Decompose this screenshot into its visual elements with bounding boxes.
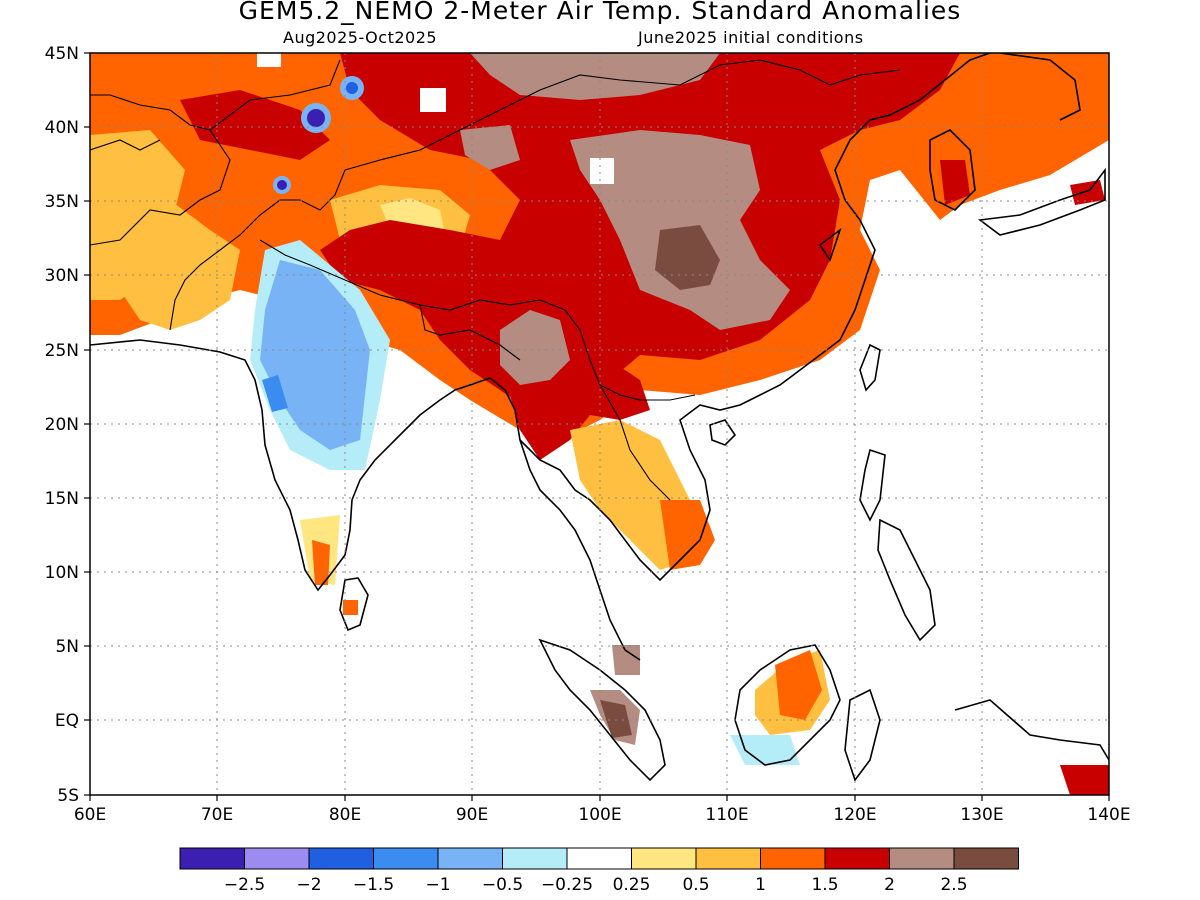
x-tick-label: 100E <box>578 805 621 825</box>
warm-srilanka <box>343 600 358 615</box>
orange-cambodia <box>660 500 715 570</box>
colorbar-label: −0.25 <box>541 875 593 895</box>
x-tick-label: 70E <box>201 805 233 825</box>
light-warm-pakistan <box>120 200 240 330</box>
period-subtitle: Aug2025-Oct2025 <box>283 28 438 47</box>
very-hot-myanmar <box>500 310 570 385</box>
tick-marks <box>84 52 1110 801</box>
colorbar-label: −1.5 <box>353 875 394 895</box>
colorbar-swatch <box>308 847 374 870</box>
colorbar-label: −2 <box>296 875 321 895</box>
x-tick-label: 60E <box>74 805 106 825</box>
y-tick-label: 30N <box>45 266 79 286</box>
colorbar-swatch <box>760 847 826 870</box>
anomaly-field <box>90 53 1109 795</box>
colorbar-swatch <box>179 847 245 870</box>
colorbar-swatch <box>437 847 503 870</box>
hot-region-png <box>1060 765 1109 795</box>
extreme-sumatra <box>600 700 632 738</box>
y-tick-label: EQ <box>55 711 79 731</box>
colorbar-label: −2.5 <box>224 875 265 895</box>
cold-spot-karakoram-core <box>277 180 287 190</box>
x-axis-labels: 60E 70E 80E 90E 100E 110E 120E 130E 140E <box>74 805 1131 825</box>
hot-region-korea <box>940 160 970 205</box>
y-tick-label: 20N <box>45 415 79 435</box>
graticule <box>90 53 1109 795</box>
extreme-sichuan <box>655 225 720 290</box>
colorbar-swatch <box>953 847 1019 870</box>
initial-conditions-subtitle: June2025 initial conditions <box>638 28 864 47</box>
y-tick-label: 45N <box>45 44 79 64</box>
very-hot-malaysia <box>612 645 640 675</box>
orange-borneo <box>775 650 822 720</box>
coastlines <box>90 53 1109 782</box>
y-tick-label: 5S <box>57 786 79 806</box>
hot-region-japan <box>1070 180 1105 205</box>
colorbar-label: 1 <box>755 875 766 895</box>
cool-india-spot <box>262 375 288 412</box>
y-axis-labels: 5S EQ 5N 10N 15N 20N 25N 30N 35N 40N 45N <box>45 44 79 806</box>
colorbar-swatch <box>373 847 439 870</box>
missing-cell <box>257 53 281 67</box>
x-tick-label: 130E <box>960 805 1003 825</box>
hot-region-northwest <box>180 90 330 160</box>
colorbar-label: 0.5 <box>682 875 709 895</box>
colorbar-swatch <box>566 847 632 870</box>
cold-spot-tianshan-core <box>307 109 325 127</box>
missing-cell <box>590 158 614 184</box>
x-tick-label: 110E <box>705 805 748 825</box>
x-tick-label: 120E <box>833 805 876 825</box>
colorbar-swatch <box>824 847 890 870</box>
x-tick-label: 80E <box>329 805 361 825</box>
y-tick-label: 40N <box>45 118 79 138</box>
y-tick-label: 25N <box>45 341 79 361</box>
colorbar-swatch <box>695 847 761 870</box>
colorbar-label: −1 <box>425 875 450 895</box>
colorbar-label: 0.25 <box>613 875 651 895</box>
y-tick-label: 35N <box>45 192 79 212</box>
colorbar-swatch <box>631 847 697 870</box>
colorbar-swatch <box>502 847 568 870</box>
y-tick-label: 15N <box>45 489 79 509</box>
orange-india-south <box>312 540 330 585</box>
colorbar-swatch <box>244 847 310 870</box>
colorbar: −2.5 −2 −1.5 −1 −0.5 −0.25 0.25 0.5 1 1.5 2 2.5 <box>179 847 1019 895</box>
cool-borneo <box>730 735 800 765</box>
x-tick-label: 90E <box>456 805 488 825</box>
colorbar-swatch <box>889 847 955 870</box>
country-borders <box>90 59 901 501</box>
missing-cell <box>420 88 446 112</box>
colorbar-label: −0.5 <box>482 875 523 895</box>
colorbar-label: 1.5 <box>811 875 838 895</box>
y-tick-label: 5N <box>55 637 79 657</box>
cool-india-core <box>260 260 370 450</box>
map-title: GEM5.2_NEMO 2-Meter Air Temp. Standard A… <box>238 0 962 25</box>
very-hot-tarim <box>460 125 520 170</box>
colorbar-label: 2 <box>884 875 895 895</box>
x-tick-label: 140E <box>1087 805 1130 825</box>
colorbar-label: 2.5 <box>940 875 967 895</box>
cold-spot-altai-core <box>346 82 358 94</box>
y-tick-label: 10N <box>45 563 79 583</box>
